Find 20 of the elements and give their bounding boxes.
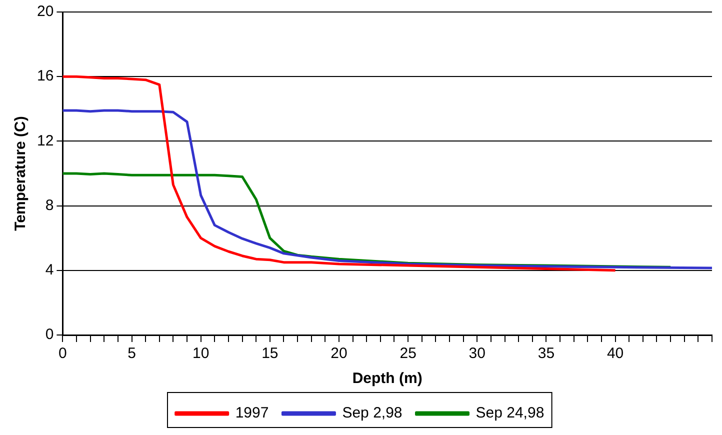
x-tick-label: 40 [606,345,624,362]
y-tick-label: 20 [36,3,54,20]
x-tick-label: 0 [58,345,67,362]
x-tick-label: 20 [330,345,348,362]
y-tick-label: 12 [36,132,54,150]
y-tick-label: 8 [45,196,54,214]
y-tick-label: 4 [45,262,54,279]
x-tick-label: 10 [192,345,210,362]
x-tick-label: 35 [538,345,555,362]
x-tick-label: 15 [262,345,278,362]
x-tick-label: 25 [400,345,416,362]
y-axis-title: Temperature (C) [12,116,30,231]
legend-label: Sep 2,98 [342,404,402,422]
x-tick-label: 30 [468,345,486,362]
x-tick-label: 5 [128,345,136,362]
y-tick-label: 16 [36,68,54,85]
legend-label: Sep 24,98 [476,404,544,422]
legend-label: 1997 [235,404,269,422]
x-axis-title: Depth (m) [352,370,422,388]
y-tick-label: 0 [45,326,54,344]
